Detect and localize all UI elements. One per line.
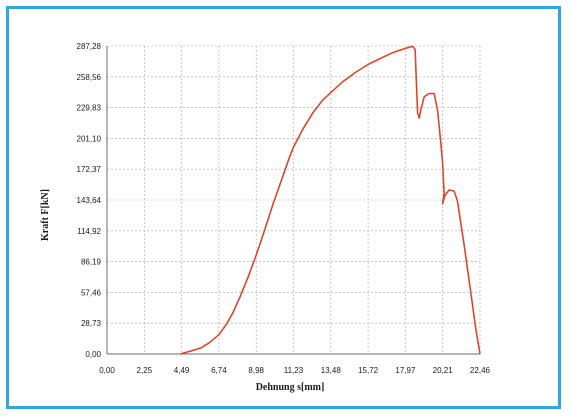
y-tick-label: 287,28 [77,42,102,51]
chart-frame [6,6,561,409]
y-tick-label: 229,83 [77,104,102,113]
x-tick-label: 8,98 [248,366,264,375]
y-tick-label: 143,64 [77,196,102,205]
y-tick-label: 258,56 [77,73,102,82]
y-tick-label: 57,46 [81,288,102,297]
x-axis-title: Dehnung s[mm] [256,382,325,393]
force-curve-line [179,45,481,355]
x-tick-label: 20,21 [433,366,454,375]
x-tick-label: 15,72 [358,366,379,375]
x-tick-label: 22,46 [470,366,491,375]
x-tick-labels: 0,00 2,25 4,49 6,74 8,98 11,23 13,48 15,72 17,97… [99,366,490,375]
y-tick-label: 0,00 [85,350,101,359]
x-tick-label: 6,74 [211,366,227,375]
y-tick-label: 114,92 [77,227,101,236]
y-tick-label: 201,10 [77,134,102,143]
series-group [179,45,481,355]
x-tick-label: 11,23 [284,366,304,375]
y-tick-label: 28,73 [81,319,102,328]
x-tick-label: 0,00 [99,366,115,375]
y-tick-label: 86,19 [81,258,102,267]
axes [106,46,480,355]
grid [107,45,481,354]
x-tick-label: 2,25 [137,366,153,375]
y-axis-title: Kraft F[kN] [40,189,51,241]
x-tick-label: 17,97 [395,366,416,375]
y-tick-labels: 0,00 28,73 57,46 86,19 114,92 143,64 172,37 201… [77,42,102,359]
y-tick-label: 172,37 [77,165,102,174]
x-tick-label: 13,48 [321,366,342,375]
x-tick-label: 4,49 [174,366,190,375]
